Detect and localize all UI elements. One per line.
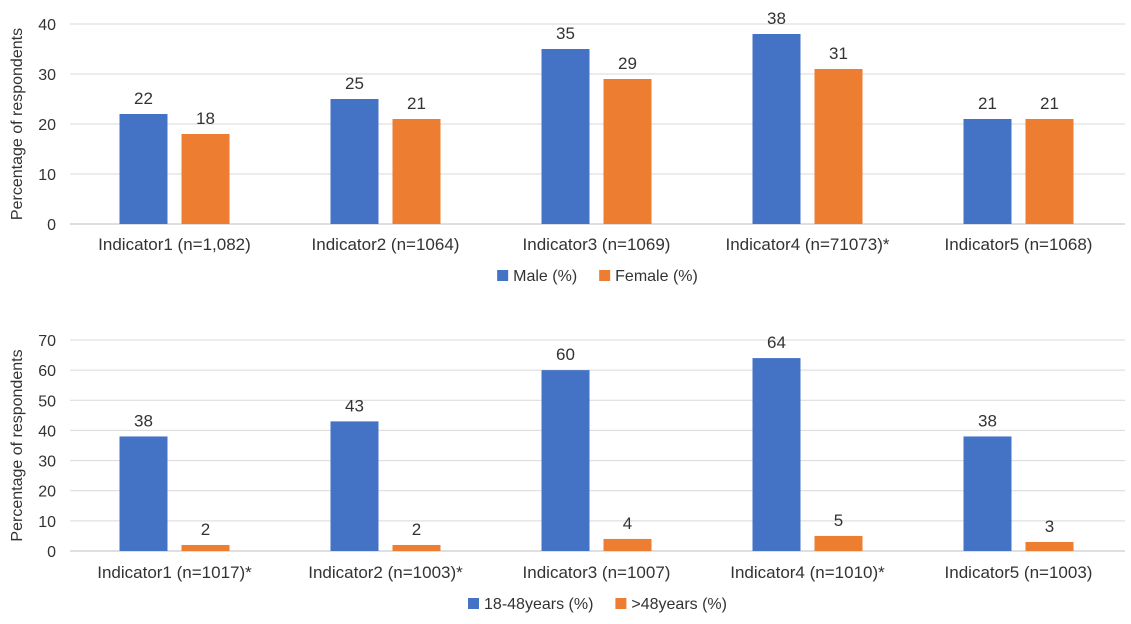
category-label: Indicator4 (n=1010)* [730,563,885,582]
legend-label: Female (%) [615,268,698,285]
y-tick-label: 0 [47,544,56,561]
bar [752,358,801,551]
legend-swatch [468,598,480,609]
y-tick-label: 30 [38,67,56,84]
data-label: 43 [345,396,364,415]
data-label: 3 [1045,517,1054,536]
data-label: 5 [834,511,843,530]
data-label: 38 [134,411,153,430]
data-label: 2 [412,520,421,539]
data-label: 64 [767,333,786,352]
data-label: 38 [978,411,997,430]
bar [119,436,168,551]
legend-item: 18-48years (%) [468,596,593,613]
legend: 18-48years (%) >48years (%) [468,596,727,613]
data-label: 38 [767,9,786,28]
data-label: 29 [618,54,637,73]
bar [963,119,1012,224]
data-label: 4 [623,514,632,533]
data-label: 2 [201,520,210,539]
legend-swatch [599,270,611,281]
legend-item: >48years (%) [615,596,727,613]
category-label: Indicator4 (n=71073)* [726,235,890,254]
bar [1025,119,1074,224]
bar [1025,541,1074,551]
legend: Male (%) Female (%) [497,268,698,285]
category-label: Indicator1 (n=1017)* [97,563,252,582]
legend-label: 18-48years (%) [484,596,593,613]
legend-swatch [615,598,627,609]
category-label: Indicator3 (n=1007) [523,563,671,582]
category-label: Indicator1 (n=1,082) [98,235,251,254]
bar [541,49,590,224]
bar [181,134,230,224]
legend-item: Female (%) [599,268,698,285]
y-tick-label: 40 [38,423,56,440]
data-label: 18 [196,109,215,128]
category-label: Indicator5 (n=1068) [945,235,1093,254]
y-tick-label: 50 [38,393,56,410]
bar [814,69,863,224]
y-axis-label: Percentage of respondents [9,28,26,220]
y-tick-label: 40 [38,17,56,34]
y-tick-label: 20 [38,117,56,134]
category-label: Indicator2 (n=1003)* [308,563,463,582]
bar [330,99,379,224]
bar [603,538,652,551]
data-label: 35 [556,24,575,43]
y-tick-label: 20 [38,484,56,501]
y-axis-label: Percentage of respondents [9,349,26,541]
legend-item: Male (%) [497,268,577,285]
bar [392,119,441,224]
y-tick-label: 0 [47,217,56,234]
legend-swatch [497,270,509,281]
data-label: 21 [1040,94,1059,113]
chart-panel-2: 0 10 20 30 40 50 60 70 Percentage of respondents… [9,333,1125,613]
data-label: 25 [345,74,364,93]
data-label: 22 [134,89,153,108]
category-label: Indicator5 (n=1003) [945,563,1093,582]
category-label: Indicator2 (n=1064) [312,235,460,254]
bar [814,535,863,551]
y-tick-label: 60 [38,363,56,380]
legend-label: Male (%) [513,268,577,285]
bar [181,544,230,551]
data-label: 21 [407,94,426,113]
y-tick-label: 10 [38,167,56,184]
bar [119,114,168,224]
y-tick-label: 70 [38,333,56,350]
data-label: 31 [829,44,848,63]
bar [541,370,590,551]
category-label: Indicator3 (n=1069) [523,235,671,254]
y-tick-label: 30 [38,454,56,471]
legend-label: >48years (%) [631,596,727,613]
bar [392,544,441,551]
data-label: 60 [556,345,575,364]
chart-panel-1: 0 10 20 30 40 Percentage of respondents 22 18 In… [9,9,1125,285]
bar [752,34,801,224]
bar [603,79,652,224]
data-label: 21 [978,94,997,113]
bar [330,421,379,551]
bar [963,436,1012,551]
y-tick-label: 10 [38,514,56,531]
